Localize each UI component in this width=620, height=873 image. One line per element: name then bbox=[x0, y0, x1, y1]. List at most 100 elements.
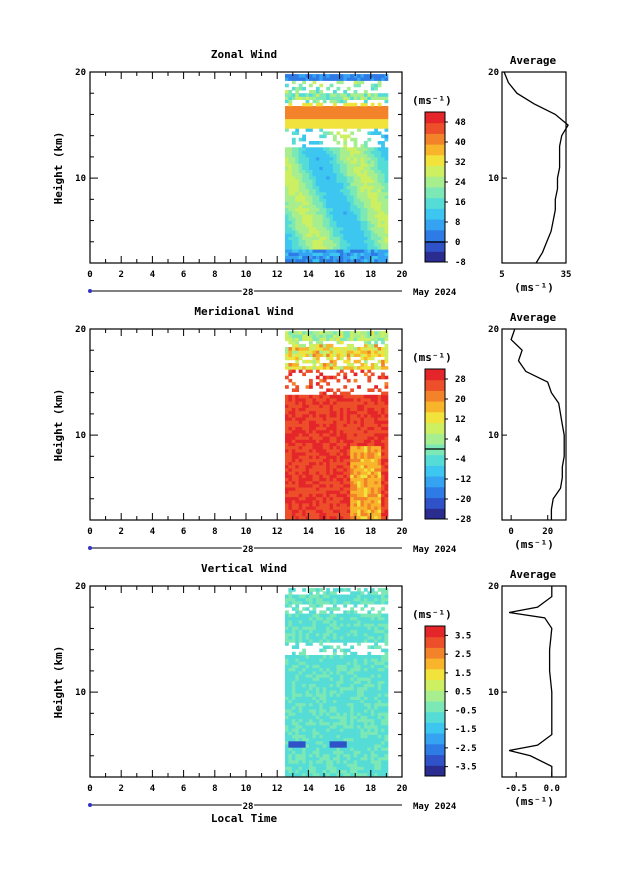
heatmap-cell bbox=[329, 394, 334, 399]
heatmap-cell bbox=[291, 394, 296, 399]
heatmap-cell bbox=[291, 340, 296, 345]
heatmap-cell bbox=[326, 705, 330, 710]
heatmap-cell bbox=[370, 394, 375, 399]
heatmap-cell bbox=[285, 439, 289, 443]
heatmap-cell bbox=[322, 211, 327, 215]
heatmap-cell bbox=[285, 404, 289, 408]
heatmap-cell bbox=[353, 496, 358, 501]
heatmap-cell bbox=[329, 629, 334, 634]
heatmap-cell bbox=[363, 163, 368, 167]
heatmap-cell bbox=[367, 375, 372, 380]
heatmap-cell bbox=[298, 709, 303, 713]
heatmap-cell bbox=[326, 664, 330, 669]
heatmap-cell bbox=[305, 690, 310, 694]
heatmap-cell bbox=[370, 503, 375, 507]
heatmap-cell bbox=[329, 718, 334, 723]
heatmap-cell bbox=[285, 635, 289, 640]
heatmap-cell bbox=[295, 214, 300, 218]
heatmap-cell bbox=[312, 772, 317, 777]
heatmap-cell bbox=[326, 509, 330, 513]
heatmap-cell bbox=[315, 499, 320, 504]
heatmap-cell bbox=[333, 591, 337, 595]
heatmap-cell bbox=[360, 356, 365, 361]
heatmap-cell bbox=[346, 493, 351, 498]
heatmap-cell bbox=[326, 147, 330, 151]
heatmap-cell bbox=[367, 725, 372, 729]
heatmap-cell bbox=[377, 734, 382, 739]
heatmap-cell bbox=[326, 702, 330, 707]
heatmap-cell bbox=[285, 693, 289, 697]
heatmap-cell bbox=[302, 109, 306, 113]
heatmap-cell bbox=[367, 740, 372, 745]
heatmap-cell bbox=[312, 699, 317, 704]
heatmap-cell bbox=[285, 366, 289, 370]
heatmap-cell bbox=[326, 496, 330, 501]
heatmap-cell bbox=[315, 455, 320, 459]
heatmap-cell bbox=[346, 661, 351, 665]
heatmap-cell bbox=[350, 207, 354, 212]
heatmap-cell bbox=[288, 423, 293, 427]
heatmap-cell bbox=[377, 198, 382, 202]
heatmap-cell bbox=[384, 429, 389, 434]
heatmap-cell bbox=[285, 112, 289, 116]
heatmap-cell bbox=[285, 487, 289, 491]
heatmap-cell bbox=[291, 680, 296, 684]
heatmap-cell bbox=[339, 106, 344, 110]
heatmap-cell bbox=[381, 740, 385, 745]
heatmap-cell bbox=[360, 594, 365, 599]
heatmap-cell bbox=[350, 214, 354, 218]
heatmap-cell bbox=[343, 436, 348, 440]
heatmap-cell bbox=[295, 642, 300, 646]
heatmap-cell bbox=[374, 195, 378, 199]
heatmap-cell bbox=[326, 756, 330, 761]
heatmap-cell bbox=[312, 509, 317, 513]
heatmap-cell bbox=[298, 651, 303, 656]
heatmap-cell bbox=[363, 201, 368, 206]
heatmap-cell bbox=[291, 763, 296, 767]
heatmap-cell bbox=[363, 496, 368, 501]
heatmap-cell bbox=[336, 690, 341, 694]
heatmap-cell bbox=[350, 620, 354, 624]
heatmap-cell bbox=[367, 753, 372, 758]
heatmap-cell bbox=[333, 169, 337, 174]
heatmap-cell bbox=[312, 506, 317, 510]
heatmap-cell bbox=[291, 109, 296, 113]
heatmap-cell bbox=[329, 401, 334, 405]
heatmap-cell bbox=[367, 191, 372, 196]
heatmap-cell bbox=[305, 769, 310, 774]
heatmap-cell bbox=[319, 220, 324, 225]
heatmap-cell bbox=[329, 461, 334, 466]
heatmap-cell bbox=[353, 458, 358, 463]
heatmap-cell bbox=[357, 337, 361, 342]
heatmap-cell bbox=[339, 509, 344, 513]
heatmap-cell bbox=[285, 483, 289, 488]
heatmap-cell bbox=[291, 594, 296, 599]
heatmap-cell bbox=[346, 471, 351, 475]
heatmap-cell bbox=[381, 191, 385, 196]
heatmap-cell bbox=[367, 690, 372, 694]
heatmap-cell bbox=[322, 620, 327, 624]
heatmap-cell bbox=[333, 398, 337, 402]
heatmap-cell bbox=[353, 137, 358, 142]
heatmap-cell bbox=[309, 195, 313, 199]
heatmap-cell bbox=[357, 690, 361, 694]
heatmap-cell bbox=[357, 620, 361, 624]
heatmap-cell bbox=[302, 407, 306, 412]
heatmap-cell bbox=[339, 150, 344, 155]
heatmap-cell bbox=[291, 737, 296, 742]
heatmap-cell bbox=[298, 718, 303, 723]
heatmap-cell bbox=[367, 156, 372, 161]
heatmap-cell bbox=[309, 166, 313, 170]
heatmap-cell bbox=[315, 600, 320, 605]
heatmap-cell bbox=[353, 115, 358, 120]
heatmap-cell bbox=[305, 680, 310, 684]
heatmap-cell bbox=[298, 179, 303, 183]
heatmap-cell bbox=[309, 93, 313, 97]
heatmap-cell bbox=[302, 156, 306, 161]
heatmap-cell bbox=[326, 214, 330, 218]
heatmap-cell bbox=[298, 747, 303, 751]
heatmap-cell bbox=[377, 693, 382, 697]
heatmap-cell bbox=[336, 629, 341, 634]
heatmap-cell bbox=[309, 725, 313, 729]
heatmap-cell bbox=[285, 188, 289, 193]
